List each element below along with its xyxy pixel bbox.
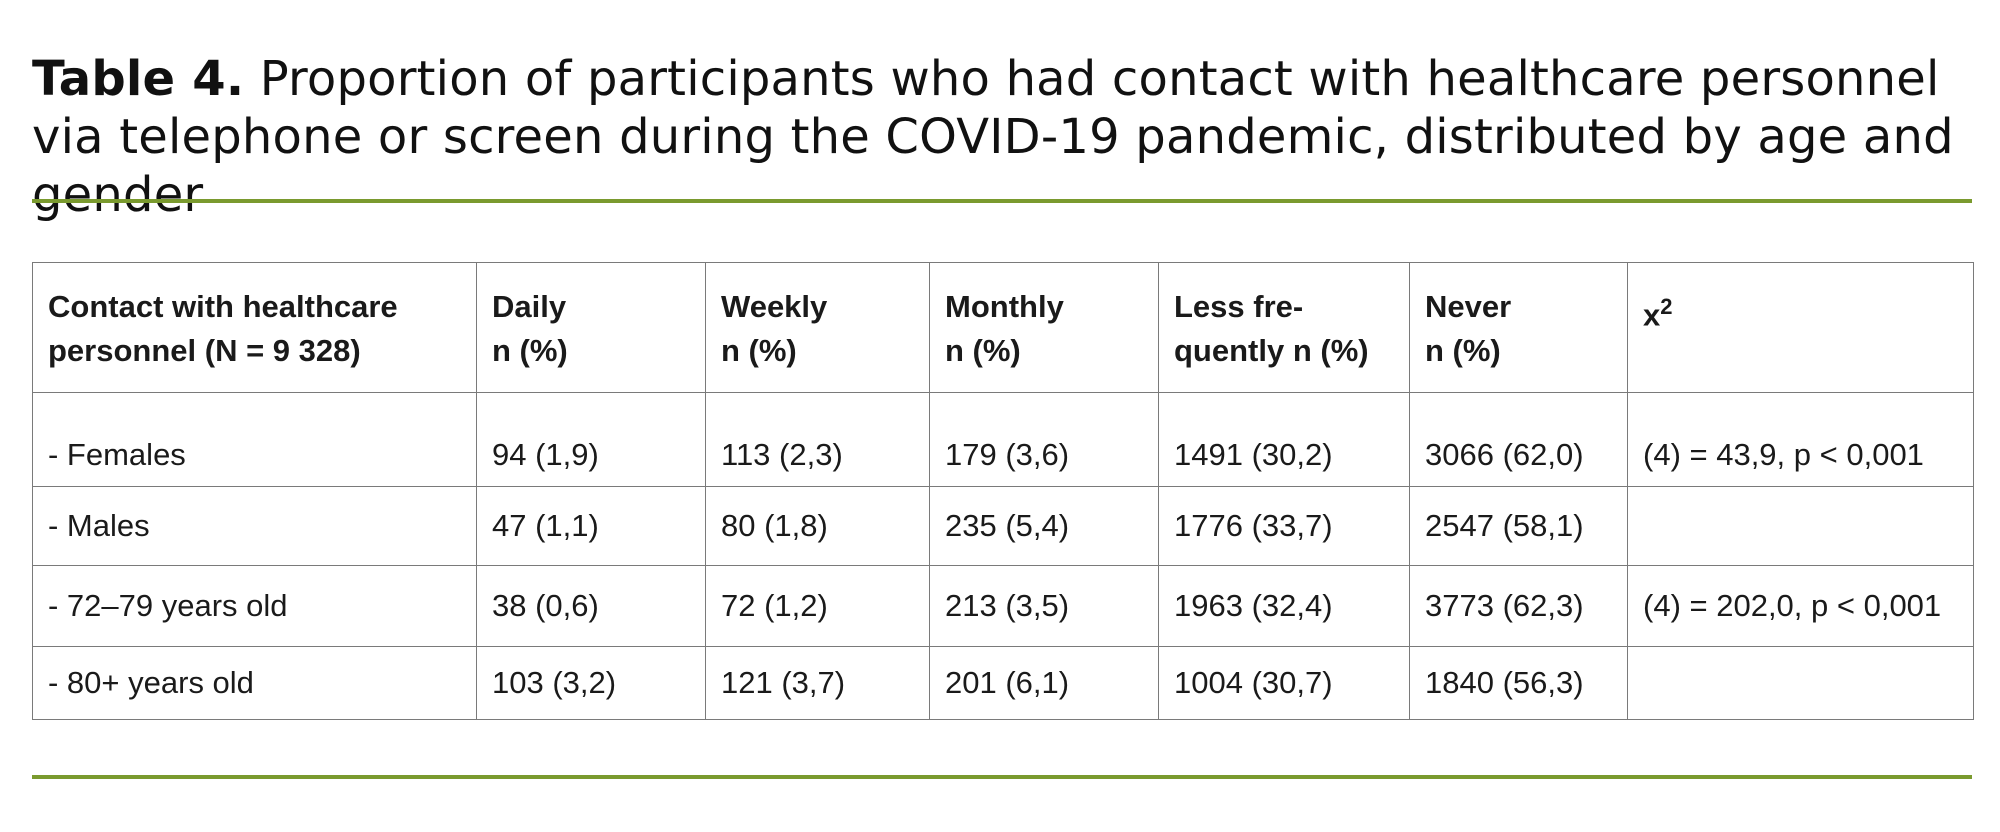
table-cell: - 72–79 years old <box>32 565 477 647</box>
header-daily: Daily n (%) <box>476 262 706 393</box>
table-cell: 38 (0,6) <box>476 565 706 647</box>
table-row: - Males 47 (1,1) 80 (1,8) 235 (5,4) 1776… <box>32 486 1974 566</box>
table-cell: 235 (5,4) <box>929 486 1159 566</box>
header-less-frequently: Less fre-quently n (%) <box>1158 262 1410 393</box>
table-cell: 1491 (30,2) <box>1158 392 1410 487</box>
table-cell: - Males <box>32 486 477 566</box>
table-cell: 1776 (33,7) <box>1158 486 1410 566</box>
table-cell: 72 (1,2) <box>705 565 930 647</box>
table-cell: 1004 (30,7) <box>1158 646 1410 720</box>
table-cell: 213 (3,5) <box>929 565 1159 647</box>
bottom-rule <box>32 775 1972 779</box>
table-cell: 3773 (62,3) <box>1409 565 1628 647</box>
header-contact: Contact with healthcare personnel (N = 9 … <box>32 262 477 393</box>
table-cell: 47 (1,1) <box>476 486 706 566</box>
header-never: Never n (%) <box>1409 262 1628 393</box>
header-weekly: Weekly n (%) <box>705 262 930 393</box>
table-cell: 80 (1,8) <box>705 486 930 566</box>
table-cell: 2547 (58,1) <box>1409 486 1628 566</box>
header-chi-square: x2 <box>1627 262 1974 393</box>
table-cell <box>1627 486 1974 566</box>
top-rule <box>32 199 1972 203</box>
table-title-text: Proportion of participants who had conta… <box>32 51 1954 223</box>
table-cell: 121 (3,7) <box>705 646 930 720</box>
table-cell: 1840 (56,3) <box>1409 646 1628 720</box>
table-title: Table 4. Proportion of participants who … <box>32 50 1972 224</box>
data-table: Contact with healthcare personnel (N = 9 … <box>32 262 1974 720</box>
table-cell: (4) = 43,9, p < 0,001 <box>1627 392 1974 487</box>
table-cell: (4) = 202,0, p < 0,001 <box>1627 565 1974 647</box>
table-row: - Females 94 (1,9) 113 (2,3) 179 (3,6) 1… <box>32 392 1974 487</box>
table-row: - 72–79 years old 38 (0,6) 72 (1,2) 213 … <box>32 565 1974 647</box>
header-monthly: Monthly n (%) <box>929 262 1159 393</box>
table-cell: - Females <box>32 392 477 487</box>
table-cell: 3066 (62,0) <box>1409 392 1628 487</box>
table-cell <box>1627 646 1974 720</box>
table-cell: 94 (1,9) <box>476 392 706 487</box>
table-title-label: Table 4. <box>32 51 245 107</box>
table-row: - 80+ years old 103 (3,2) 121 (3,7) 201 … <box>32 646 1974 720</box>
table-cell: 113 (2,3) <box>705 392 930 487</box>
header-row: Contact with healthcare personnel (N = 9 … <box>32 262 1974 393</box>
table-cell: 179 (3,6) <box>929 392 1159 487</box>
table-cell: 103 (3,2) <box>476 646 706 720</box>
table-cell: 201 (6,1) <box>929 646 1159 720</box>
table-cell: - 80+ years old <box>32 646 477 720</box>
table-cell: 1963 (32,4) <box>1158 565 1410 647</box>
